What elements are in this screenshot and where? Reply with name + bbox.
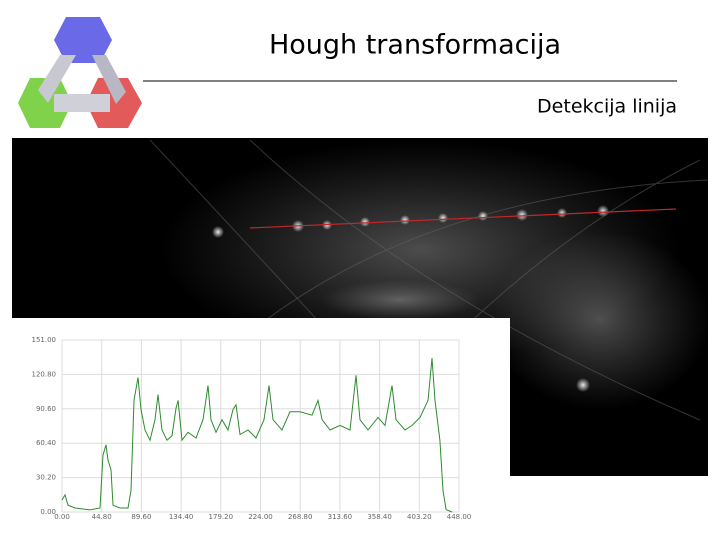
x-tick-label: 89.60 <box>131 513 151 521</box>
logo <box>18 17 142 128</box>
x-tick-label: 44.80 <box>92 513 112 521</box>
x-tick-label: 268.80 <box>288 513 313 521</box>
x-tick-label: 179.20 <box>209 513 234 521</box>
x-tick-label: 358.40 <box>367 513 392 521</box>
data-line <box>61 358 453 513</box>
slide-title: Hough transformacija <box>269 30 561 61</box>
x-tick-label: 224.00 <box>248 513 273 521</box>
y-tick-label: 0.00 <box>40 508 56 516</box>
x-tick-label: 448.00 <box>447 513 472 521</box>
x-tick-label: 134.40 <box>169 513 194 521</box>
y-tick-label: 151.00 <box>32 336 57 344</box>
slide-subtitle: Detekcija linija <box>537 96 677 118</box>
y-tick-label: 90.60 <box>36 405 56 413</box>
x-tick-label: 403.20 <box>407 513 432 521</box>
y-tick-label: 30.20 <box>36 474 56 482</box>
y-tick-label: 60.40 <box>36 439 56 447</box>
chart: 0.00 30.20 60.40 90.60 120.80 151.00 0.00 44.80… <box>32 336 472 521</box>
x-tick-label: 313.60 <box>328 513 353 521</box>
x-tick-label: 0.00 <box>54 513 70 521</box>
y-tick-label: 120.80 <box>32 370 57 378</box>
